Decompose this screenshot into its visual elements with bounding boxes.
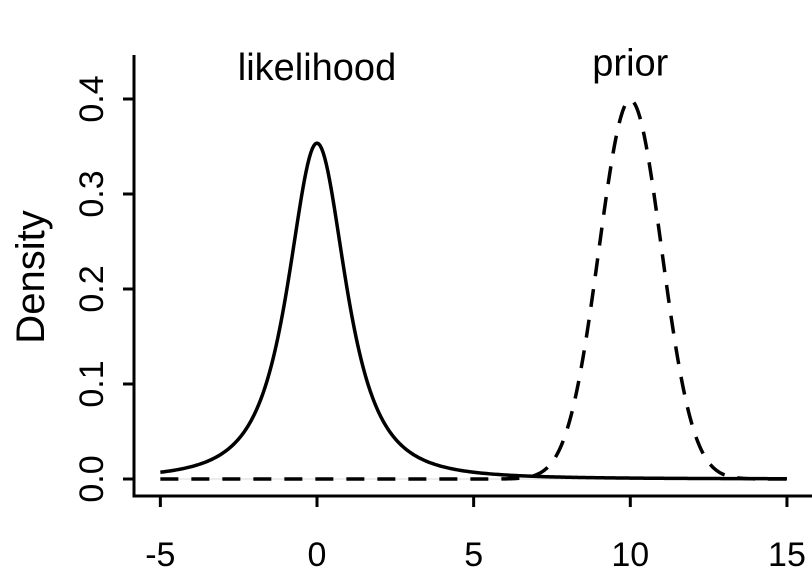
x-tick-label: 0 <box>308 536 327 574</box>
x-tick-label: -5 <box>145 536 175 574</box>
x-tick-label: 10 <box>611 536 649 574</box>
x-tick-label: 15 <box>768 536 806 574</box>
y-tick-label: 0.4 <box>73 75 111 122</box>
annotation-likelihood: likelihood <box>238 47 396 89</box>
x-tick-label: 5 <box>464 536 483 574</box>
y-tick-label: 0.3 <box>73 170 111 217</box>
y-tick-label: 0.0 <box>73 455 111 502</box>
y-tick-label: 0.1 <box>73 360 111 407</box>
series-prior-line <box>160 98 787 481</box>
series-likelihood-line <box>160 141 788 481</box>
y-tick-label: 0.2 <box>73 265 111 312</box>
annotation-prior: prior <box>592 42 668 84</box>
y-axis-label: Density <box>9 210 53 343</box>
